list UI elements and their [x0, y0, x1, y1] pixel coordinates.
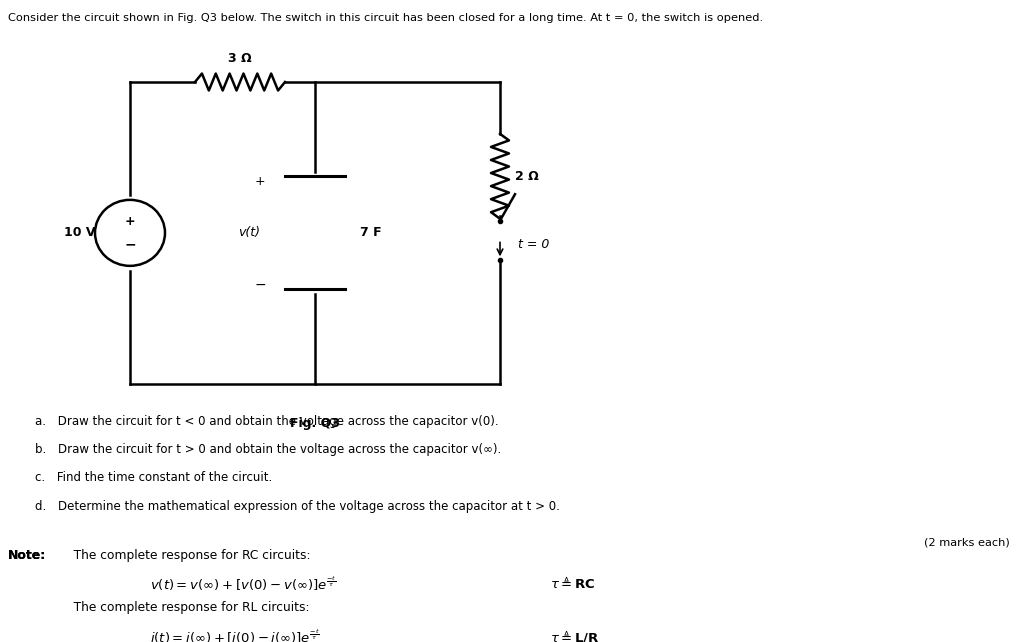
Text: Fig. Q3: Fig. Q3: [290, 417, 340, 429]
Text: 2 Ω: 2 Ω: [515, 169, 539, 183]
Text: t = 0: t = 0: [518, 238, 549, 250]
Text: 10 V: 10 V: [63, 227, 95, 239]
Text: b. Draw the circuit for t > 0 and obtain the voltage across the capacitor v(∞).: b. Draw the circuit for t > 0 and obtain…: [35, 443, 502, 456]
Text: The complete response for RL circuits:: The complete response for RL circuits:: [62, 602, 309, 614]
Text: Consider the circuit shown in Fig. Q3 below. The switch in this circuit has been: Consider the circuit shown in Fig. Q3 be…: [8, 13, 763, 23]
Text: a. Draw the circuit for t < 0 and obtain the voltage across the capacitor v(0).: a. Draw the circuit for t < 0 and obtain…: [35, 415, 499, 428]
Text: $v(t) = v(\infty) + [v(0) - v(\infty)]e^{\frac{-t}{\tau}}$: $v(t) = v(\infty) + [v(0) - v(\infty)]e^…: [150, 575, 337, 593]
Text: v(t): v(t): [238, 227, 260, 239]
Text: c. Find the time constant of the circuit.: c. Find the time constant of the circuit…: [35, 471, 272, 484]
Text: Note:: Note:: [8, 549, 46, 562]
Text: The complete response for RC circuits:: The complete response for RC circuits:: [62, 549, 310, 562]
Text: +: +: [255, 175, 265, 187]
Text: d. Determine the mathematical expression of the voltage across the capacitor at : d. Determine the mathematical expression…: [35, 499, 560, 513]
Text: $i(t) = i(\infty) + [i(0) - i(\infty)]e^{\frac{-t}{\tau}}$: $i(t) = i(\infty) + [i(0) - i(\infty)]e^…: [150, 628, 319, 642]
Text: Note:: Note:: [8, 549, 46, 562]
Text: $\tau \triangleq \mathbf{L/R}$: $\tau \triangleq \mathbf{L/R}$: [550, 628, 599, 642]
Text: −: −: [254, 278, 266, 291]
Text: $\tau \triangleq \mathbf{RC}$: $\tau \triangleq \mathbf{RC}$: [550, 575, 595, 591]
Text: +: +: [125, 215, 135, 228]
Text: −: −: [124, 237, 136, 251]
Text: 7 F: 7 F: [360, 227, 382, 239]
Text: 3 Ω: 3 Ω: [228, 52, 252, 65]
Text: (2 marks each): (2 marks each): [925, 537, 1010, 548]
